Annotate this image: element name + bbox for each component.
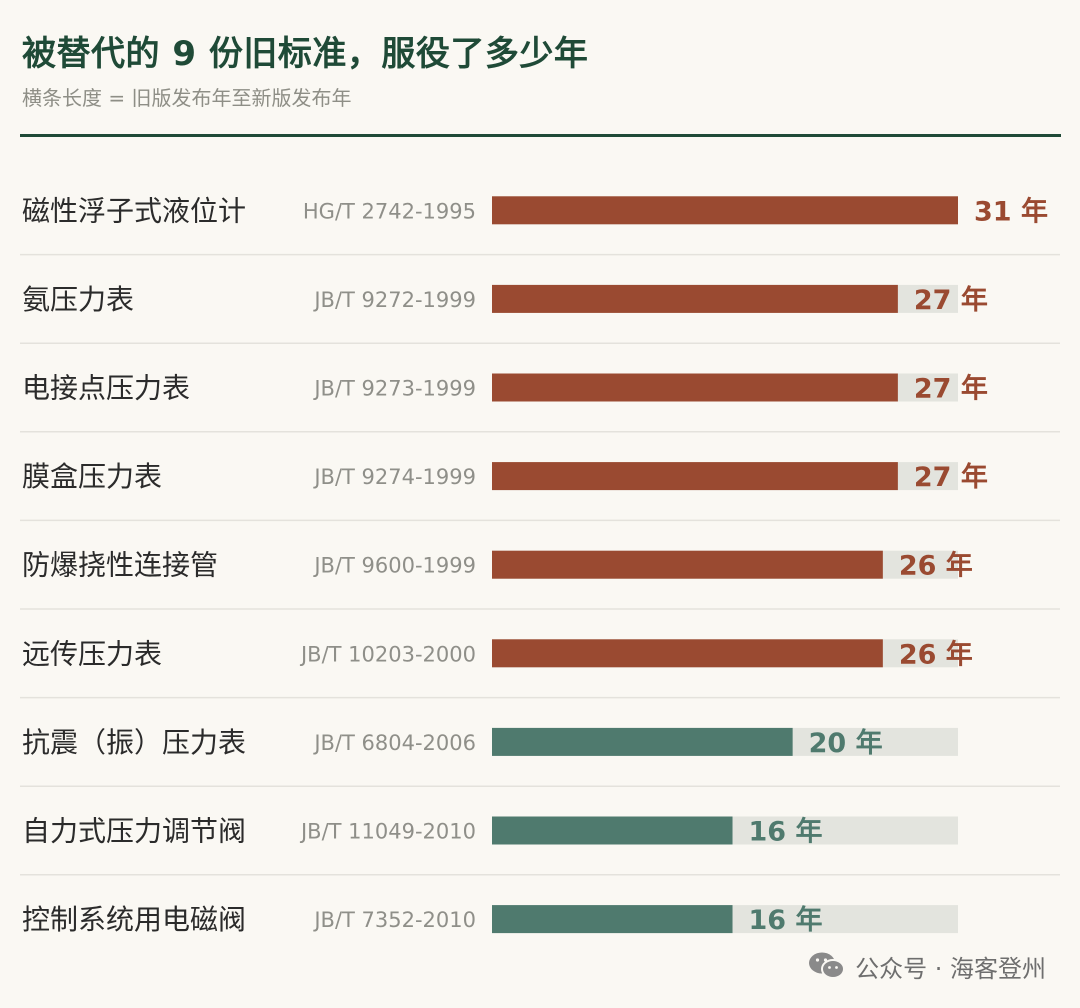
watermark-text: 公众号 · 海客登州 [855,954,1046,983]
value-label: 27 年 [914,461,988,493]
bar [492,727,793,756]
category-label: 自力式压力调节阀 [22,815,246,848]
chart-title: 被替代的 9 份旧标准，服役了多少年 [22,34,589,74]
category-label: 抗震（振）压力表 [22,726,246,759]
standard-code: JB/T 10203-2000 [299,642,476,666]
category-label: 防爆挠性连接管 [22,549,218,582]
wechat-icon [809,952,846,979]
watermark: 公众号 · 海客登州 [807,948,1046,984]
standard-code: JB/T 9274-1999 [312,465,476,489]
bar [492,373,898,402]
standard-code: JB/T 6804-2006 [312,731,476,755]
value-label: 27 年 [914,373,988,405]
value-label: 16 年 [749,816,823,848]
value-label: 31 年 [974,195,1048,227]
bar [492,284,898,313]
bar [492,462,898,491]
value-label: 26 年 [899,638,973,670]
category-label: 磁性浮子式液位计 [22,194,246,227]
category-label: 氨压力表 [22,283,134,316]
category-label: 控制系统用电磁阀 [22,903,246,936]
value-label: 20 年 [809,727,883,759]
chart-subtitle: 横条长度 = 旧版发布年至新版发布年 [22,86,352,110]
standard-code: JB/T 7352-2010 [312,908,476,932]
standard-code: JB/T 9600-1999 [312,554,476,578]
standard-code: HG/T 2742-1995 [303,199,476,223]
bar [492,550,883,579]
bar [492,639,883,668]
category-label: 膜盒压力表 [22,460,162,493]
standard-code: JB/T 9272-1999 [312,288,476,312]
category-label: 远传压力表 [22,637,162,670]
standard-code: JB/T 11049-2010 [299,820,476,844]
value-label: 26 年 [899,550,973,582]
category-label: 电接点压力表 [22,372,190,405]
bar [492,196,958,225]
bar [492,816,733,845]
standard-code: JB/T 9273-1999 [312,377,476,401]
value-label: 16 年 [749,904,823,936]
bar [492,905,733,934]
value-label: 27 年 [914,284,988,316]
title-divider [20,134,1061,137]
